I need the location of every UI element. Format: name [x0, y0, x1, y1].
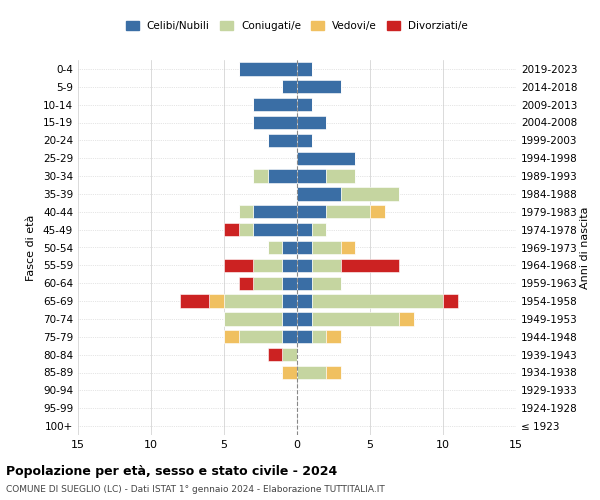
- Bar: [224, 258, 253, 272]
- Bar: [297, 366, 326, 379]
- Bar: [297, 187, 341, 200]
- Bar: [283, 258, 297, 272]
- Bar: [283, 312, 297, 326]
- Legend: Celibi/Nubili, Coniugati/e, Vedovi/e, Divorziati/e: Celibi/Nubili, Coniugati/e, Vedovi/e, Di…: [122, 16, 472, 35]
- Bar: [341, 241, 355, 254]
- Bar: [297, 294, 311, 308]
- Bar: [311, 294, 443, 308]
- Bar: [224, 294, 283, 308]
- Bar: [297, 241, 311, 254]
- Bar: [341, 187, 399, 200]
- Bar: [311, 241, 341, 254]
- Bar: [297, 223, 311, 236]
- Bar: [297, 98, 311, 112]
- Bar: [253, 116, 297, 129]
- Text: COMUNE DI SUEGLIO (LC) - Dati ISTAT 1° gennaio 2024 - Elaborazione TUTTITALIA.IT: COMUNE DI SUEGLIO (LC) - Dati ISTAT 1° g…: [6, 485, 385, 494]
- Bar: [268, 170, 297, 183]
- Bar: [297, 258, 311, 272]
- Bar: [253, 170, 268, 183]
- Bar: [268, 134, 297, 147]
- Bar: [297, 276, 311, 290]
- Bar: [239, 223, 253, 236]
- Bar: [239, 330, 283, 344]
- Bar: [297, 170, 326, 183]
- Bar: [224, 312, 283, 326]
- Bar: [283, 241, 297, 254]
- Bar: [268, 348, 283, 362]
- Bar: [253, 276, 283, 290]
- Bar: [283, 294, 297, 308]
- Bar: [326, 366, 341, 379]
- Bar: [341, 258, 399, 272]
- Y-axis label: Fasce di età: Fasce di età: [26, 214, 36, 280]
- Bar: [297, 62, 311, 76]
- Bar: [311, 312, 399, 326]
- Bar: [283, 276, 297, 290]
- Bar: [297, 205, 326, 218]
- Bar: [283, 330, 297, 344]
- Bar: [180, 294, 209, 308]
- Bar: [253, 223, 297, 236]
- Bar: [399, 312, 414, 326]
- Bar: [239, 205, 253, 218]
- Bar: [311, 223, 326, 236]
- Bar: [283, 366, 297, 379]
- Bar: [370, 205, 385, 218]
- Bar: [268, 241, 283, 254]
- Bar: [253, 205, 297, 218]
- Bar: [239, 276, 253, 290]
- Bar: [311, 258, 341, 272]
- Bar: [283, 348, 297, 362]
- Bar: [239, 62, 297, 76]
- Bar: [209, 294, 224, 308]
- Bar: [224, 223, 239, 236]
- Bar: [311, 330, 326, 344]
- Bar: [326, 330, 341, 344]
- Bar: [253, 258, 283, 272]
- Bar: [326, 170, 355, 183]
- Bar: [283, 80, 297, 94]
- Bar: [297, 134, 311, 147]
- Bar: [297, 330, 311, 344]
- Bar: [326, 205, 370, 218]
- Bar: [297, 312, 311, 326]
- Bar: [311, 276, 341, 290]
- Y-axis label: Anni di nascita: Anni di nascita: [580, 206, 590, 289]
- Text: Popolazione per età, sesso e stato civile - 2024: Popolazione per età, sesso e stato civil…: [6, 465, 337, 478]
- Bar: [297, 80, 341, 94]
- Bar: [443, 294, 458, 308]
- Bar: [297, 116, 326, 129]
- Bar: [253, 98, 297, 112]
- Bar: [224, 330, 239, 344]
- Bar: [297, 152, 355, 165]
